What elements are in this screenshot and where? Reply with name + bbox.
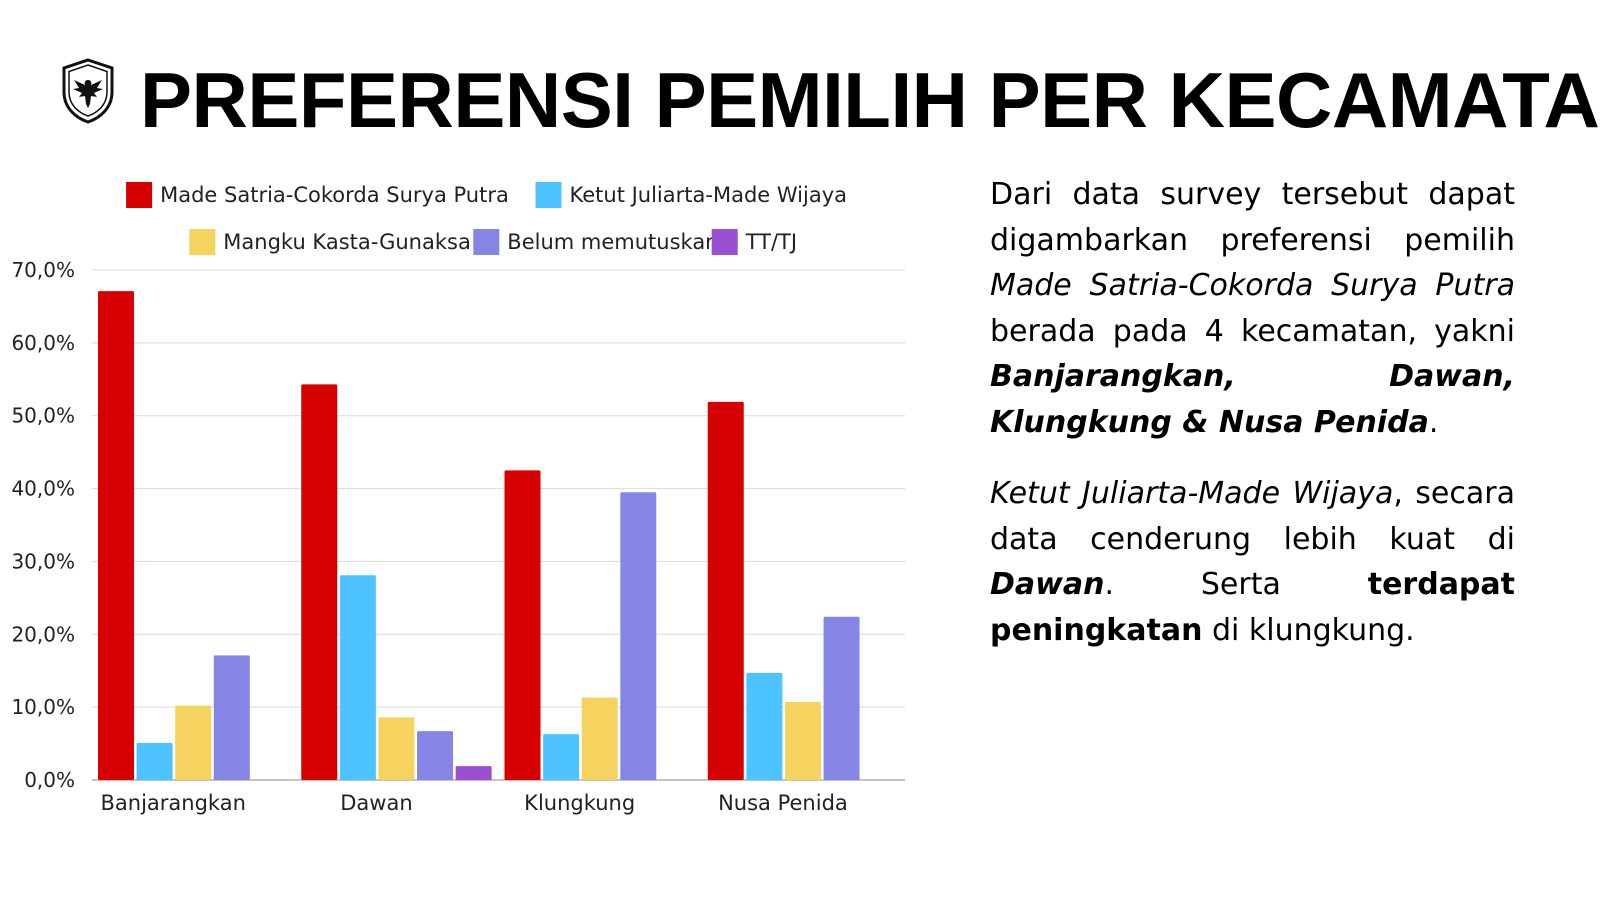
desc-p2-candidate: Ketut Juliarta-Made Wijaya (990, 476, 1394, 511)
x-tick-label: Dawan (340, 791, 412, 815)
chart-bars (98, 291, 860, 780)
eagle-shield-icon (62, 58, 114, 124)
y-tick-label: 20,0% (11, 622, 75, 646)
desc-p1-text-a: Dari data survey tersebut dapat digambar… (990, 177, 1515, 258)
bar (213, 655, 250, 780)
legend-label: Mangku Kasta-Gunaksa (223, 230, 471, 254)
description: Dari data survey tersebut dapat digambar… (990, 172, 1515, 679)
y-tick-label: 60,0% (11, 331, 75, 355)
chart-legend: Made Satria-Cokorda Surya Putra Ketut Jul… (126, 182, 847, 255)
bar (823, 616, 860, 780)
bar (417, 731, 454, 780)
bar (543, 734, 580, 780)
y-tick-label: 30,0% (11, 549, 75, 573)
bar (339, 575, 376, 780)
desc-p1-text-e: . (1428, 404, 1439, 440)
bar (378, 717, 415, 780)
description-paragraph-2: Ketut Juliarta-Made Wijaya, secara data … (990, 471, 1515, 653)
bar (707, 401, 744, 780)
bar (136, 742, 173, 780)
bar (504, 470, 541, 780)
legend-swatch (535, 182, 562, 208)
bar-chart: Made Satria-Cokorda Surya Putra Ketut Jul… (11, 182, 905, 815)
chart-grid: 0,0% 10,0% 20,0% 30,0% 40,0% 50,0% 60,0% 70,0% (11, 258, 905, 792)
x-tick-label: Klungkung (524, 791, 635, 815)
legend-swatch (711, 229, 738, 255)
legend-swatch (126, 182, 153, 208)
y-tick-label: 10,0% (11, 695, 75, 719)
bar (98, 291, 134, 780)
bar (581, 697, 618, 780)
bar (746, 672, 783, 780)
legend-swatch (473, 229, 500, 255)
legend-label: Ketut Juliarta-Made Wijaya (570, 183, 848, 207)
desc-p2-district: Dawan (990, 567, 1105, 602)
legend-label: Made Satria-Cokorda Surya Putra (160, 183, 509, 207)
legend-label: Belum memutuskan (507, 230, 718, 254)
y-tick-label: 0,0% (24, 768, 75, 792)
description-paragraph-1: Dari data survey tersebut dapat digambar… (990, 172, 1515, 445)
desc-p2-text-d: . Serta (1104, 567, 1368, 602)
x-tick-label: Banjarangkan (100, 791, 245, 815)
x-axis-labels: Banjarangkan Dawan Klungkung Nusa Penida (100, 791, 847, 815)
page-title: PREFERENSI PEMILIH PER KECAMATAN (140, 56, 1600, 144)
y-tick-label: 70,0% (11, 258, 75, 282)
legend-swatch (189, 229, 216, 255)
desc-p2-text-b: , secara data cenderung lebih kuat di (990, 476, 1515, 557)
desc-p1-text-c: berada pada 4 kecamatan, yakni (990, 313, 1515, 349)
bar (301, 384, 338, 780)
bar (175, 705, 212, 780)
x-tick-label: Nusa Penida (718, 791, 848, 815)
y-tick-label: 50,0% (11, 404, 75, 428)
desc-p2-highlight: terdapat peningkatan (990, 567, 1515, 648)
bar (620, 492, 657, 780)
y-tick-label: 40,0% (11, 477, 75, 501)
bar (784, 702, 821, 780)
desc-p1-districts: Banjarangkan, Dawan, Klungkung & Nusa Pe… (990, 359, 1515, 440)
legend-label: TT/TJ (745, 230, 797, 254)
bar (455, 766, 492, 780)
desc-p1-candidate: Made Satria-Cokorda Surya Putra (990, 268, 1515, 303)
desc-p2-text-f: di klungkung. (1202, 612, 1415, 648)
